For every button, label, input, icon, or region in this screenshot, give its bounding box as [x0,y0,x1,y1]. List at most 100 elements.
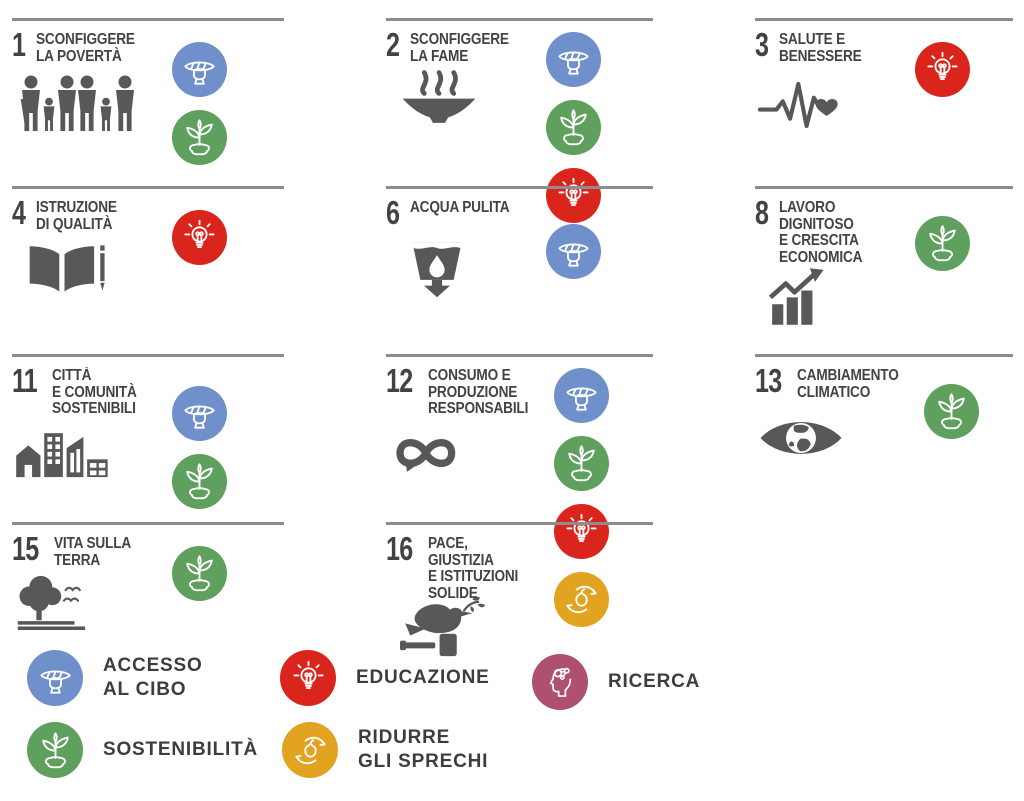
legend-label: RICERCA [608,670,701,692]
goal-number: 6 [386,194,400,231]
ridurre-gli-sprechi-badge [553,572,609,627]
growth-chart-icon [767,268,903,330]
goal-badges [915,42,1013,142]
goal-number: 16 [386,530,413,567]
goal-title: SCONFIGGERE LA POVERTÀ [36,31,136,65]
goal-number: 13 [755,362,782,399]
bread-hand-icon [555,41,592,78]
educazione-badge [172,210,227,265]
legend-label: EDUCAZIONE [356,666,490,688]
soup-bowl-icon [400,67,534,130]
bread-hand-icon [563,377,600,414]
goal-card-1: 1 SCONFIGGERE LA POVERTÀ [12,18,284,186]
sprout-icon [181,555,218,592]
sostenibilita-badge [553,436,609,491]
legend-item-educazione: EDUCAZIONE [280,650,490,706]
goal-number: 15 [12,530,39,567]
goal-card-13: 13 CAMBIAMENTO CLIMATICO [755,354,1013,522]
goal-card-15: 15 VITA SULLA TERRA [12,522,284,640]
goal-number: 12 [386,362,413,399]
goal-number: 4 [12,194,26,231]
educazione-badge [280,650,336,706]
eye-globe-icon [757,415,912,466]
goal-badges [553,368,653,627]
bread-hand-icon [181,51,218,88]
goal-number: 11 [12,362,38,399]
lightbulb-icon [924,51,961,88]
legend-item-ridurre-gli-sprechi: RIDURRE GLI SPRECHI [282,722,488,778]
goal-title: SCONFIGGERE LA FAME [410,31,510,65]
goal-badges [172,386,284,509]
goal-badges [172,210,284,300]
sprout-icon [924,225,961,262]
legend-label: RIDURRE GLI SPRECHI [358,726,489,772]
legend-item-sostenibilita: SOSTENIBILITÀ [27,722,258,778]
sprout-icon [933,393,970,430]
sprout-icon [37,732,74,769]
goal-title: LAVORO DIGNITOSO E CRESCITA ECONOMICA [779,199,863,266]
tree-icon [14,575,160,635]
goal-badges [546,224,653,303]
sostenibilita-badge [172,546,227,601]
legend-item-ricerca: RICERCA [532,654,700,710]
head-network-icon [542,664,579,701]
goal-badges [546,32,653,223]
water-glass-icon [408,240,534,303]
accesso-al-cibo-badge [27,650,83,706]
goal-number: 1 [12,26,26,63]
ridurre-gli-sprechi-badge [282,722,338,778]
goal-badges [172,42,284,165]
goal-number: 8 [755,194,769,231]
goal-card-12: 12 CONSUMO E PRODUZIONE RESPONSABILI [386,354,653,627]
infinity-icon [388,432,542,479]
sprout-icon [181,119,218,156]
sostenibilita-badge [915,216,970,271]
sostenibilita-badge [27,722,83,778]
goal-title: CONSUMO E PRODUZIONE RESPONSABILI [427,367,528,418]
goal-badges [924,384,1013,466]
legend-label: SOSTENIBILITÀ [103,738,259,760]
sostenibilita-badge [172,454,227,509]
bread-hand-icon [181,395,218,432]
goal-card-4: 4 ISTRUZIONE DI QUALITÀ [12,186,284,354]
goal-badges [915,216,1013,330]
sprout-icon [563,445,600,482]
goal-number: 2 [386,26,400,63]
accesso-al-cibo-badge [172,42,227,97]
sostenibilita-badge [172,110,227,165]
goal-card-16: 16 PACE, GIUSTIZIA E ISTITUZIONI SOLIDE [386,522,653,640]
goal-card-2: 2 SCONFIGGERE LA FAME [386,18,653,223]
goal-title: VITA SULLA TERRA [53,535,131,569]
hands-fruit-icon [292,732,329,769]
educazione-badge [553,504,609,559]
goal-title: PACE, GIUSTIZIA E ISTITUZIONI SOLIDE [427,535,518,602]
sostenibilita-badge [924,384,980,439]
goal-number: 3 [755,26,769,63]
goal-title: SALUTE E BENESSERE [779,31,862,65]
goal-badges [546,546,653,663]
goal-title: ISTRUZIONE DI QUALITÀ [36,199,118,233]
legend-item-accesso-al-cibo: ACCESSO AL CIBO [27,650,203,706]
lightbulb-icon [290,660,327,697]
family-icon [14,73,160,138]
bread-hand-icon [555,233,592,270]
goal-card-3: 3 SALUTE E BENESSERE [755,18,1013,186]
educazione-badge [915,42,970,97]
goal-title: CITTÀ E COMUNITÀ SOSTENIBILI [51,367,137,418]
ricerca-badge [532,654,588,710]
legend: ACCESSO AL CIBO EDUCAZIONE RICERCA SOSTE… [27,650,1024,800]
accesso-al-cibo-badge [546,224,601,279]
bread-hand-icon [37,660,74,697]
legend-label: ACCESSO AL CIBO [103,654,203,700]
accesso-al-cibo-badge [172,386,227,441]
accesso-al-cibo-badge [546,32,601,87]
open-book-icon [26,241,160,300]
goal-badges [172,546,284,635]
goal-card-8: 8 LAVORO DIGNITOSO E CRESCITA ECONOMICA [755,186,1013,354]
educazione-badge [546,168,601,223]
accesso-al-cibo-badge [553,368,609,423]
goal-card-11: 11 CITTÀ E COMUNITÀ SOSTENIBILI [12,354,284,522]
sprout-icon [181,463,218,500]
lightbulb-icon [181,219,218,256]
